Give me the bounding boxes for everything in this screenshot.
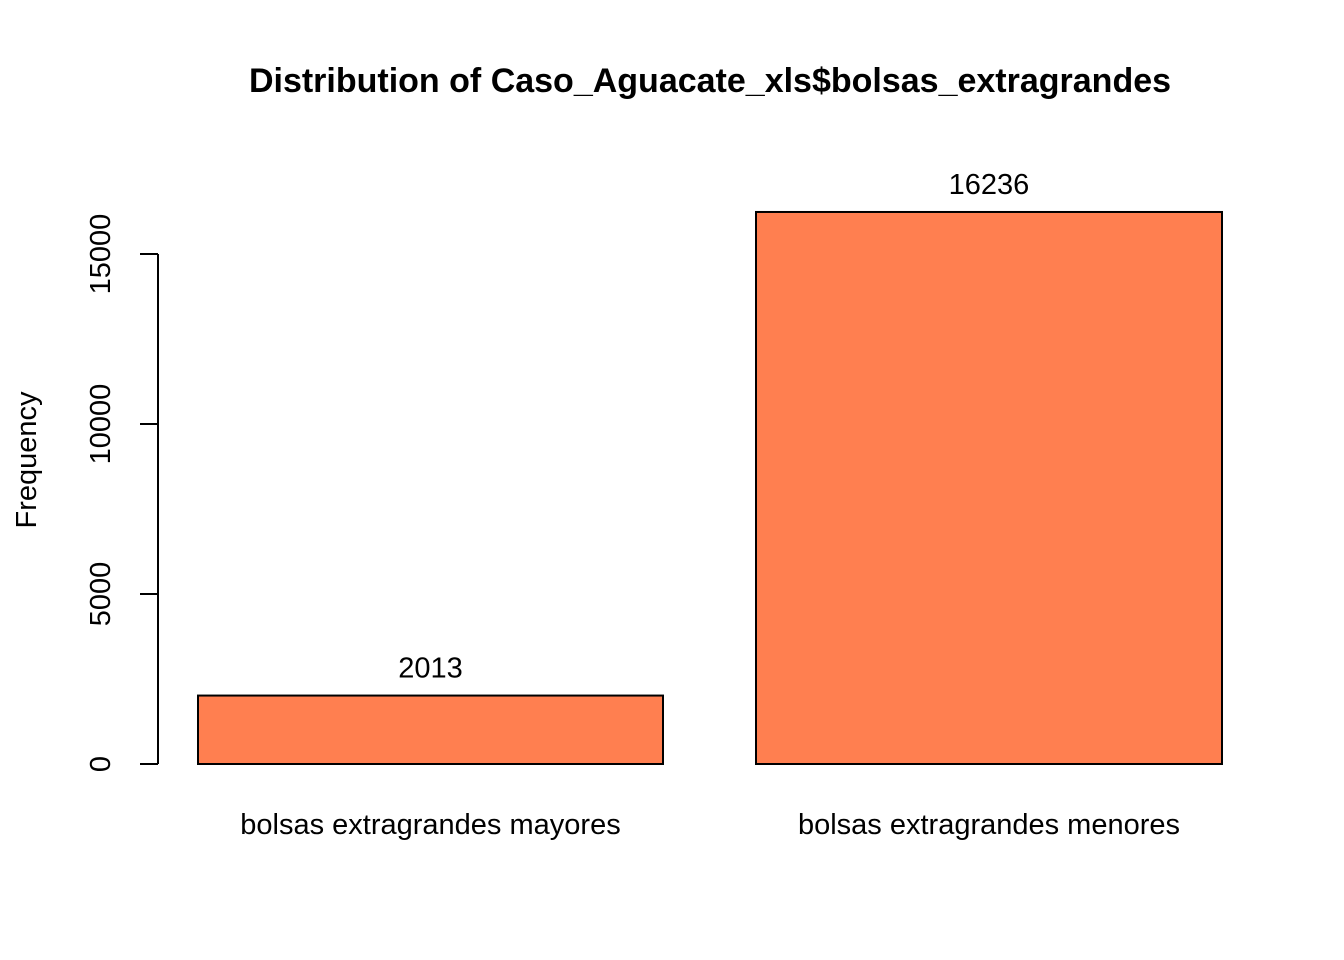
y-tick-label: 0 xyxy=(85,756,117,772)
y-tick-label: 5000 xyxy=(85,562,117,627)
y-tick-label: 10000 xyxy=(85,384,117,465)
chart-title: Distribution of Caso_Aguacate_xls$bolsas… xyxy=(249,62,1171,100)
data-labels: 2013 16236 xyxy=(398,169,1029,685)
bar xyxy=(755,210,1223,765)
bars xyxy=(197,210,1223,765)
x-tick-label: bolsas extragrandes mayores xyxy=(240,809,620,841)
y-axis-label: Frequency xyxy=(11,391,43,529)
bar xyxy=(197,694,664,765)
y-tick-label: 15000 xyxy=(85,214,117,295)
x-tick-label: bolsas extragrandes menores xyxy=(798,809,1180,841)
y-axis: 0 5000 10000 15000 xyxy=(85,214,159,772)
data-label: 16236 xyxy=(949,169,1030,201)
data-label: 2013 xyxy=(398,653,463,685)
x-tick-labels: bolsas extragrandes mayores bolsas extrag… xyxy=(240,809,1180,841)
